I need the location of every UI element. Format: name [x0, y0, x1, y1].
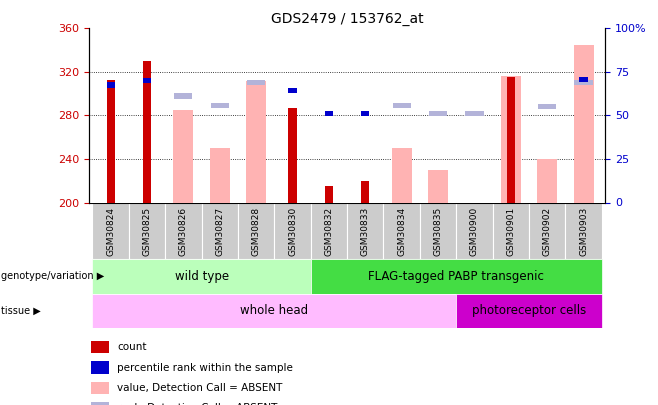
Bar — [93, 294, 456, 328]
Text: GSM30824: GSM30824 — [106, 207, 115, 256]
Text: whole head: whole head — [240, 304, 309, 318]
Bar — [143, 78, 151, 83]
Bar — [456, 294, 601, 328]
Bar — [347, 202, 384, 259]
Bar — [325, 186, 333, 202]
Text: FLAG-tagged PABP transgenic: FLAG-tagged PABP transgenic — [368, 270, 544, 283]
Bar — [456, 202, 493, 259]
Text: GSM30825: GSM30825 — [143, 207, 151, 256]
Bar — [143, 61, 151, 202]
Bar — [129, 202, 165, 259]
Bar — [288, 87, 297, 93]
Bar — [246, 81, 266, 202]
Text: GSM30833: GSM30833 — [361, 207, 370, 256]
Bar — [211, 103, 229, 109]
Bar — [174, 110, 193, 202]
Text: value, Detection Call = ABSENT: value, Detection Call = ABSENT — [117, 383, 283, 393]
Bar — [574, 80, 593, 85]
Text: GSM30901: GSM30901 — [506, 207, 515, 256]
Text: tissue ▶: tissue ▶ — [1, 306, 41, 316]
Bar — [565, 202, 601, 259]
Bar — [91, 341, 109, 353]
Bar — [507, 77, 515, 202]
Bar — [537, 159, 557, 202]
Bar — [107, 79, 114, 202]
Bar — [91, 362, 109, 374]
Text: rank, Detection Call = ABSENT: rank, Detection Call = ABSENT — [117, 403, 278, 405]
Text: count: count — [117, 342, 147, 352]
Bar — [580, 77, 588, 82]
Bar — [384, 202, 420, 259]
Bar — [393, 103, 411, 109]
Text: GSM30826: GSM30826 — [179, 207, 188, 256]
Bar — [238, 202, 274, 259]
Bar — [420, 202, 456, 259]
Bar — [465, 111, 484, 116]
Bar — [311, 259, 601, 294]
Bar — [174, 93, 193, 98]
Bar — [210, 148, 230, 202]
Text: genotype/variation ▶: genotype/variation ▶ — [1, 271, 105, 281]
Text: GSM30900: GSM30900 — [470, 207, 479, 256]
Bar — [392, 148, 412, 202]
Bar — [93, 202, 129, 259]
Text: GSM30832: GSM30832 — [324, 207, 334, 256]
Text: GSM30828: GSM30828 — [251, 207, 261, 256]
Text: GSM30903: GSM30903 — [579, 207, 588, 256]
Text: GSM30827: GSM30827 — [215, 207, 224, 256]
Text: percentile rank within the sample: percentile rank within the sample — [117, 362, 293, 373]
Bar — [501, 76, 520, 202]
Text: photoreceptor cells: photoreceptor cells — [472, 304, 586, 318]
Text: GSM30834: GSM30834 — [397, 207, 406, 256]
Bar — [429, 111, 447, 116]
Bar — [538, 104, 556, 109]
Bar — [247, 80, 265, 85]
Bar — [93, 259, 311, 294]
Bar — [493, 202, 529, 259]
Bar — [325, 111, 333, 116]
Bar — [288, 108, 297, 202]
Text: GSM30835: GSM30835 — [434, 207, 443, 256]
Bar — [428, 170, 448, 202]
Bar — [91, 382, 109, 394]
Bar — [107, 82, 114, 87]
Bar — [529, 202, 565, 259]
Text: GSM30902: GSM30902 — [543, 207, 551, 256]
Title: GDS2479 / 153762_at: GDS2479 / 153762_at — [271, 12, 423, 26]
Text: wild type: wild type — [174, 270, 229, 283]
Bar — [311, 202, 347, 259]
Bar — [201, 202, 238, 259]
Bar — [91, 402, 109, 405]
Bar — [574, 45, 594, 202]
Bar — [274, 202, 311, 259]
Bar — [361, 111, 369, 116]
Bar — [165, 202, 201, 259]
Text: GSM30830: GSM30830 — [288, 207, 297, 256]
Bar — [361, 181, 369, 202]
